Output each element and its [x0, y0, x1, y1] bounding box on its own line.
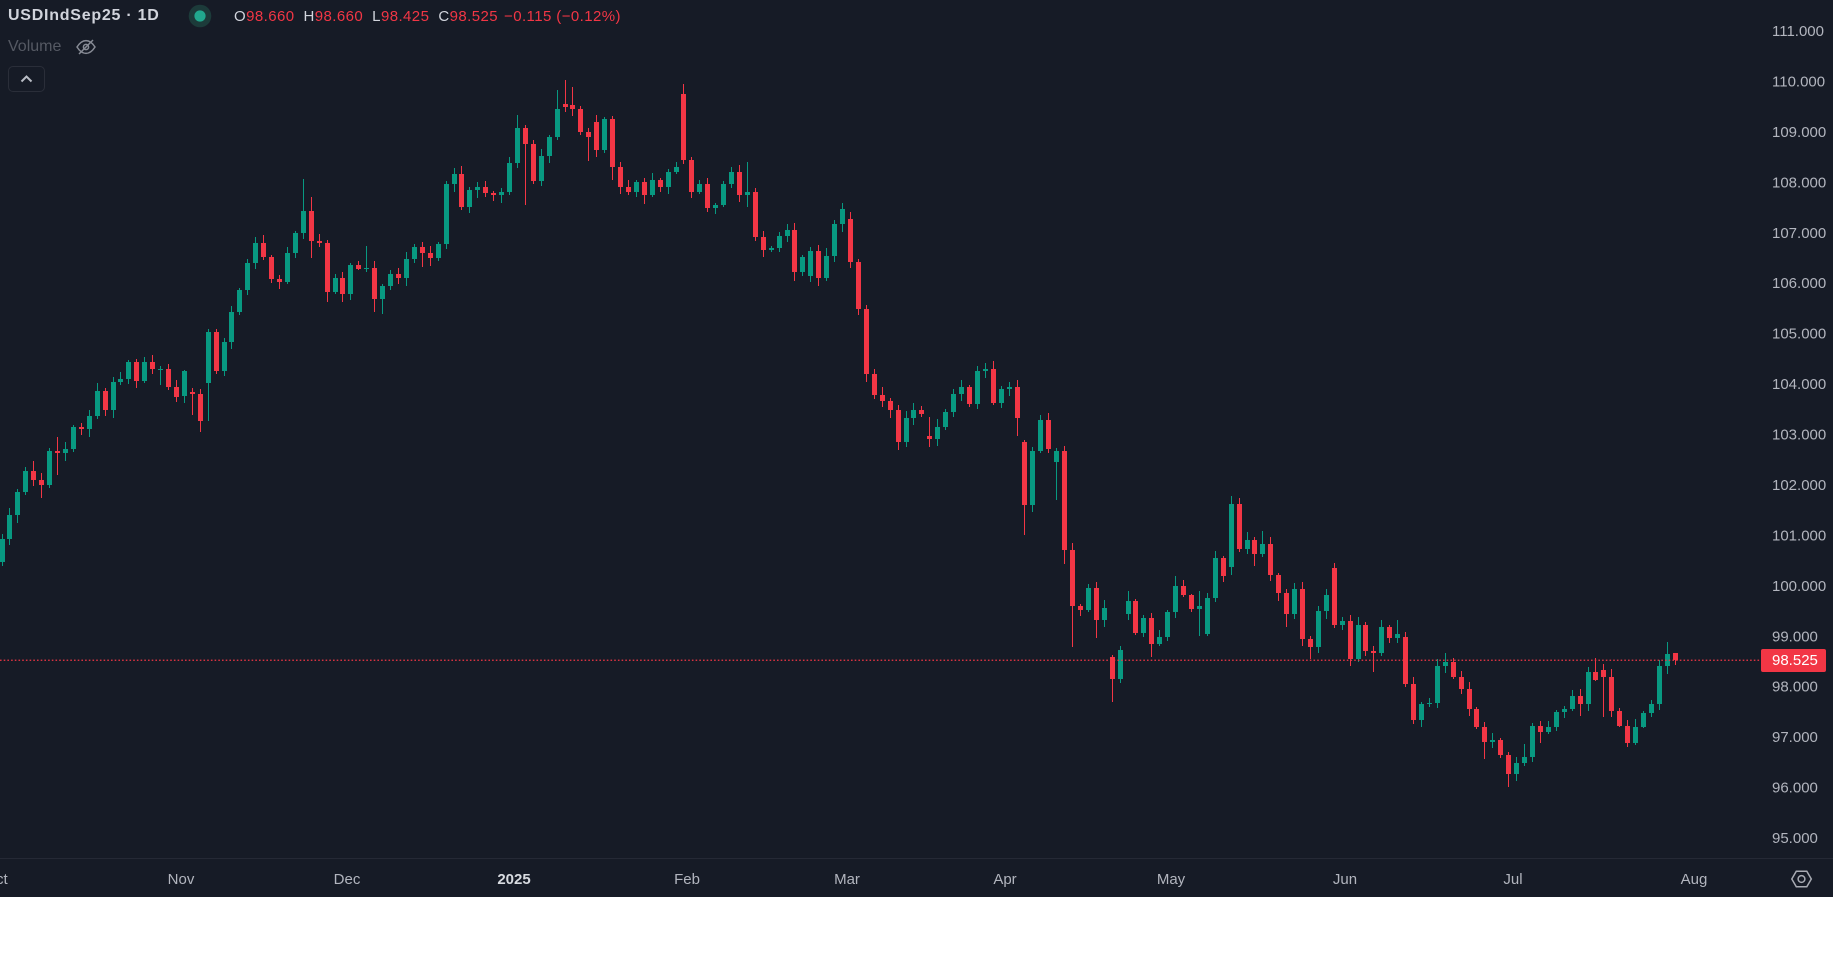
svg-text:105.000: 105.000	[1772, 326, 1826, 343]
svg-text:97.000: 97.000	[1772, 729, 1818, 746]
svg-text:98.525: 98.525	[1772, 652, 1818, 669]
svg-text:Mar: Mar	[834, 871, 860, 888]
svg-text:Jul: Jul	[1503, 871, 1522, 888]
svg-text:100.000: 100.000	[1772, 578, 1826, 595]
svg-text:95.000: 95.000	[1772, 830, 1818, 847]
svg-text:Oct: Oct	[0, 871, 8, 888]
svg-text:111.000: 111.000	[1772, 23, 1824, 40]
svg-text:Aug: Aug	[1681, 871, 1708, 888]
svg-text:107.000: 107.000	[1772, 225, 1826, 242]
svg-text:103.000: 103.000	[1772, 427, 1826, 444]
svg-text:Feb: Feb	[674, 871, 700, 888]
svg-text:110.000: 110.000	[1772, 73, 1825, 90]
svg-text:102.000: 102.000	[1772, 477, 1826, 494]
svg-text:106.000: 106.000	[1772, 275, 1826, 292]
svg-text:96.000: 96.000	[1772, 780, 1818, 797]
svg-text:Jun: Jun	[1333, 871, 1357, 888]
svg-text:109.000: 109.000	[1772, 124, 1826, 141]
svg-text:Dec: Dec	[334, 871, 361, 888]
svg-text:2025: 2025	[497, 871, 530, 888]
svg-text:99.000: 99.000	[1772, 628, 1818, 645]
svg-text:101.000: 101.000	[1772, 527, 1826, 544]
svg-text:Nov: Nov	[168, 871, 195, 888]
svg-text:98.000: 98.000	[1772, 679, 1818, 696]
svg-text:104.000: 104.000	[1772, 376, 1826, 393]
svg-text:Apr: Apr	[993, 871, 1016, 888]
svg-text:108.000: 108.000	[1772, 174, 1826, 191]
svg-text:May: May	[1157, 871, 1186, 888]
